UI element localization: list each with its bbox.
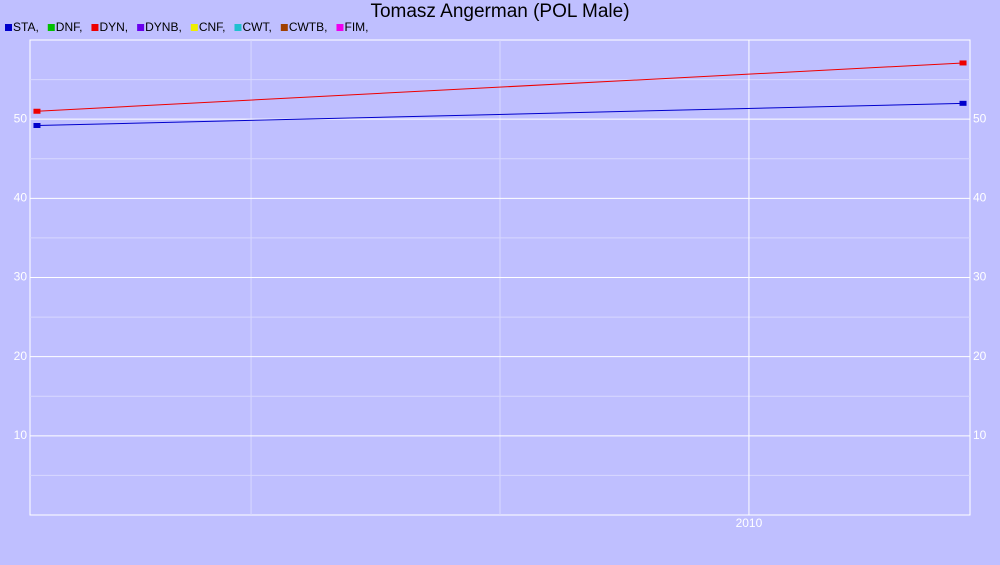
legend-label: CWTB, <box>289 20 328 34</box>
series-line <box>36 102 964 126</box>
series-line <box>36 62 964 112</box>
legend-swatch <box>336 24 344 31</box>
legend-swatch <box>190 24 198 31</box>
legend-swatch <box>5 24 12 31</box>
legend-swatch <box>280 24 288 31</box>
legend-swatch <box>234 24 242 31</box>
y-tick-label: 50 <box>14 111 28 125</box>
legend-label: CWT, <box>242 20 271 34</box>
legend-label: DNF, <box>56 20 83 34</box>
y-tick-label-right: 20 <box>973 349 987 363</box>
x-tick-label: 2010 <box>736 516 763 530</box>
legend-label: DYN, <box>99 20 128 34</box>
legend-swatch <box>91 24 99 31</box>
legend: STA, DNF, DYN, DYNB, CNF, CWT, CWTB, FIM, <box>5 20 368 34</box>
y-tick-label-right: 10 <box>973 428 987 442</box>
legend-label: STA, <box>13 20 39 34</box>
y-tick-label-right: 40 <box>973 191 987 205</box>
legend-swatch <box>47 24 55 31</box>
legend-swatch <box>137 24 145 31</box>
y-tick-label-right: 30 <box>973 270 987 284</box>
legend-label: DYNB, <box>145 20 182 34</box>
chart-title: Tomasz Angerman (POL Male) <box>370 1 629 22</box>
point <box>959 100 967 106</box>
point <box>33 108 41 114</box>
y-tick-label-right: 50 <box>973 111 987 125</box>
y-tick-label: 10 <box>14 428 28 442</box>
y-tick-label: 30 <box>14 270 28 284</box>
legend-label: FIM, <box>344 20 368 34</box>
y-tick-label: 20 <box>14 349 28 363</box>
point <box>959 60 967 66</box>
y-tick-label: 40 <box>14 191 28 205</box>
point <box>33 123 41 128</box>
legend-label: CNF, <box>199 20 226 34</box>
